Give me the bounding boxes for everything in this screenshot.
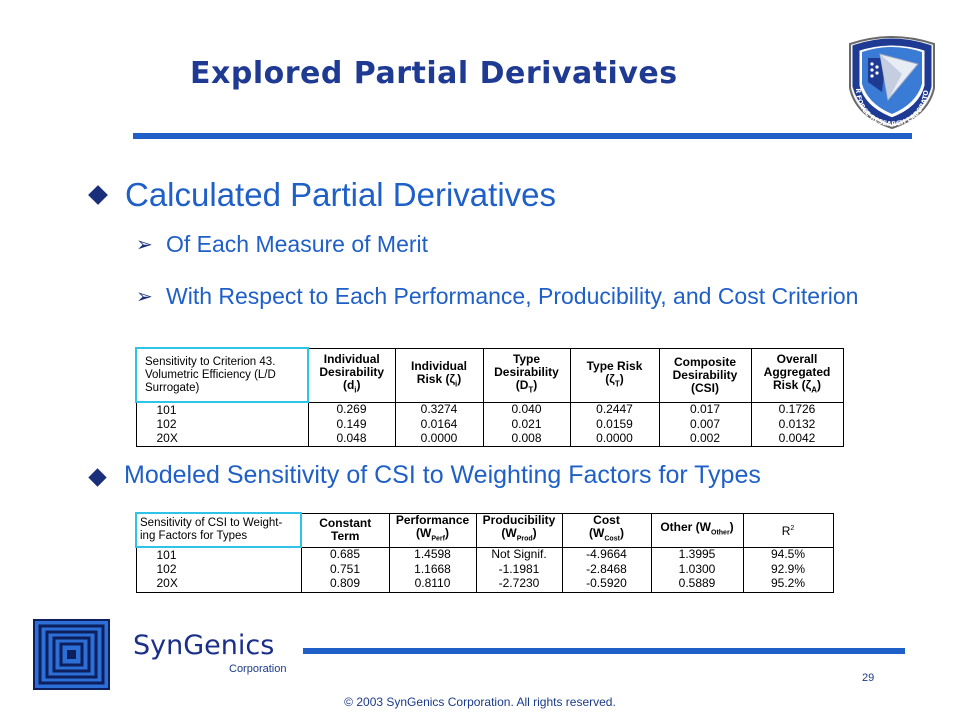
subbullet-respect: ➢ With Respect to Each Performance, Prod… xyxy=(136,282,896,311)
table-cell: 0.8110 xyxy=(388,576,477,593)
table-cell: 0.0132 xyxy=(750,417,844,431)
diamond-bullet-icon xyxy=(88,468,107,487)
header-performance: Performance (WPerf) xyxy=(388,512,477,548)
table-cell: 0.0042 xyxy=(750,431,844,447)
table-cell: 0.021 xyxy=(482,417,571,431)
table-cell: 1.0300 xyxy=(650,562,744,576)
table-cell: 94.5% xyxy=(742,546,834,562)
diamond-bullet-icon xyxy=(88,185,108,205)
table-cell: Not Signif. xyxy=(475,546,563,562)
header-type-risk: Type Risk (ζT) xyxy=(569,347,660,403)
table-row: 102 0.149 0.0164 0.021 0.0159 0.007 0.01… xyxy=(135,417,844,431)
table-row: 20X 0.809 0.8110 -2.7230 -0.5920 0.5889 … xyxy=(135,576,834,593)
table-cell: 1.3995 xyxy=(650,546,744,562)
table-cell: -4.9664 xyxy=(561,546,652,562)
table-cell: 95.2% xyxy=(742,576,834,593)
arrow-bullet-icon: ➢ xyxy=(136,232,153,256)
row-label: 20X xyxy=(135,431,309,447)
table-cell: 0.0159 xyxy=(569,417,660,431)
table-cell: 0.017 xyxy=(658,401,752,417)
table-row: 20X 0.048 0.0000 0.008 0.0000 0.002 0.00… xyxy=(135,431,844,447)
header-cost: Cost (WCost) xyxy=(561,512,652,548)
page-number: 29 xyxy=(862,672,875,684)
table-corner-label: Sensitivity of CSI to Weight- ing Factor… xyxy=(135,512,302,548)
table-cell: 0.002 xyxy=(658,431,752,447)
header-individual-desirability: Individual Desirability (di) xyxy=(307,347,396,403)
table-cell: 0.008 xyxy=(482,431,571,447)
title-divider xyxy=(133,133,912,139)
header-individual-risk: Individual Risk (ζi) xyxy=(394,347,484,403)
table-cell: 0.685 xyxy=(300,546,390,562)
table-cell: 0.0000 xyxy=(394,431,484,447)
bullet-calculated: Calculated Partial Derivatives xyxy=(88,176,557,214)
table-cell: 0.007 xyxy=(658,417,752,431)
table-cell: -2.7230 xyxy=(475,576,563,593)
subbullet-text: Of Each Measure of Merit xyxy=(166,231,429,257)
row-label: 102 xyxy=(135,417,309,431)
table-cell: 0.5889 xyxy=(650,576,744,593)
table-cell: 0.3274 xyxy=(394,401,484,417)
slide-title: Explored Partial Derivatives xyxy=(190,56,678,91)
table-cell: 92.9% xyxy=(742,562,834,576)
copyright-notice: © 2003 SynGenics Corporation. All rights… xyxy=(344,695,616,709)
header-composite-desirability: Composite Desirability (CSI) xyxy=(658,347,752,403)
table-cell: 0.048 xyxy=(307,431,396,447)
table-row: 102 0.751 1.1668 -1.1981 -2.8468 1.0300 … xyxy=(135,562,834,576)
table-cell: 1.1668 xyxy=(388,562,477,576)
table-cell: 0.0000 xyxy=(569,431,660,447)
table-cell: 0.040 xyxy=(482,401,571,417)
row-label: 101 xyxy=(135,401,309,417)
table-cell: 0.149 xyxy=(307,417,396,431)
table-cell: 0.269 xyxy=(307,401,396,417)
csi-weighting-table: Sensitivity of CSI to Weight- ing Factor… xyxy=(135,512,834,593)
footer-divider xyxy=(303,648,905,654)
company-name: SynGenics xyxy=(133,630,275,661)
row-label: 20X xyxy=(135,576,302,593)
table-cell: 0.2447 xyxy=(569,401,660,417)
table-corner-label: Sensitivity to Criterion 43. Volumetric … xyxy=(135,347,309,403)
afrl-emblem-icon: AIR FORCE RESEARCH LABORATORY xyxy=(842,28,935,130)
table-cell: -2.8468 xyxy=(561,562,652,576)
header-producibility: Producibility (WProd) xyxy=(475,512,563,548)
table-cell: 0.0164 xyxy=(394,417,484,431)
row-label: 101 xyxy=(135,546,302,562)
header-overall-risk: Overall Aggregated Risk (ζA) xyxy=(750,347,844,403)
bullet-text: Calculated Partial Derivatives xyxy=(125,176,557,213)
syngenics-logo-icon xyxy=(33,619,110,690)
sensitivity-criterion-table: Sensitivity to Criterion 43. Volumetric … xyxy=(135,347,844,447)
table-cell: -0.5920 xyxy=(561,576,652,593)
header-r-squared: R2 xyxy=(742,512,834,548)
header-other: Other (WOther) xyxy=(650,512,744,548)
company-subtitle: Corporation xyxy=(229,663,287,675)
table-row: 101 0.269 0.3274 0.040 0.2447 0.017 0.17… xyxy=(135,401,844,417)
header-constant-term: Constant Term xyxy=(300,512,390,548)
table-cell: 0.751 xyxy=(300,562,390,576)
table-cell: 1.4598 xyxy=(388,546,477,562)
table-cell: 0.1726 xyxy=(750,401,844,417)
bullet-modeled: Modeled Sensitivity of CSI to Weighting … xyxy=(88,460,864,490)
bullet-text: Modeled Sensitivity of CSI to Weighting … xyxy=(124,461,761,489)
table-cell: -1.1981 xyxy=(475,562,563,576)
table-row: 101 0.685 1.4598 Not Signif. -4.9664 1.3… xyxy=(135,546,834,562)
arrow-bullet-icon: ➢ xyxy=(136,284,153,308)
header-type-desirability: Type Desirability (DT) xyxy=(482,347,571,403)
subbullet-measure: ➢ Of Each Measure of Merit xyxy=(136,230,428,259)
row-label: 102 xyxy=(135,562,302,576)
table-cell: 0.809 xyxy=(300,576,390,593)
subbullet-text: With Respect to Each Performance, Produc… xyxy=(166,283,859,309)
